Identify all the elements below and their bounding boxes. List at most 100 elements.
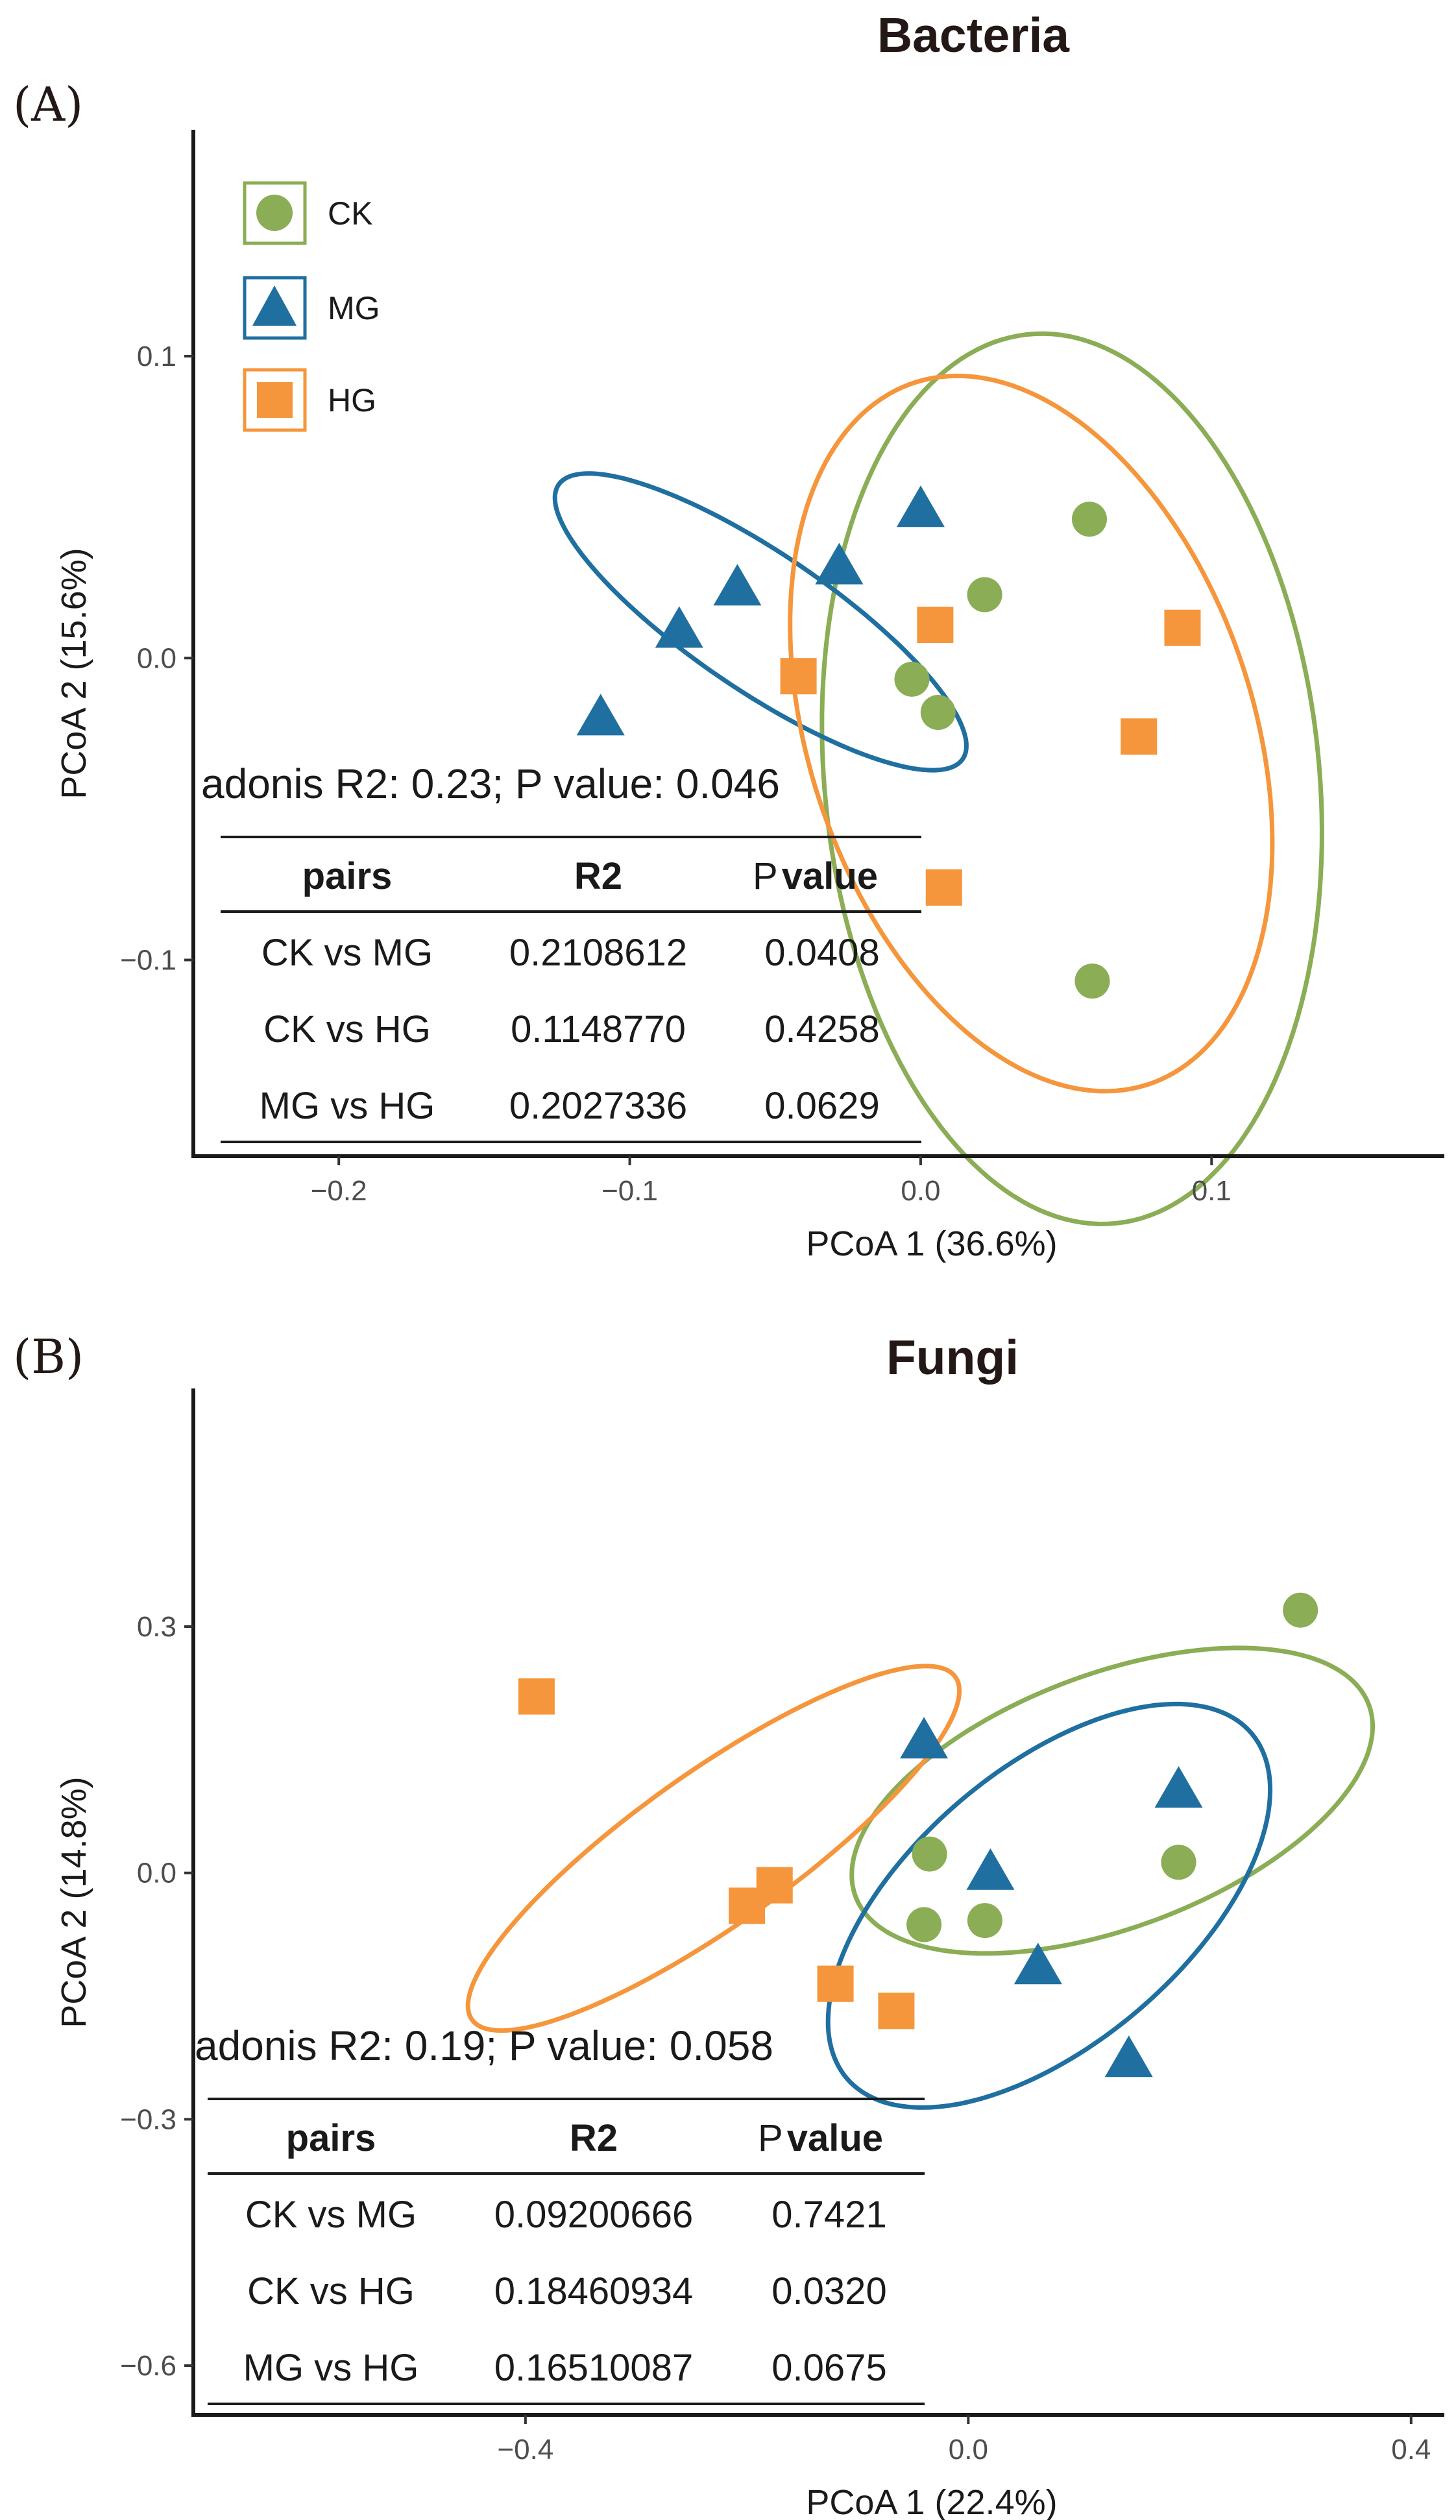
table-row: CK vs HG 0.18460934 0.0320 [247,2270,887,2312]
x-tick-label: −0.4 [497,2434,553,2465]
table-row: CK vs MG 0.2108612 0.0408 [261,932,880,974]
x-axis-title-bacteria: PCoA 1 (36.6%) [806,1224,1057,1263]
legend-key-mg [243,276,307,340]
table-cell-pvalue: 0.7421 [771,2194,886,2236]
legend-item-hg: HG [243,368,376,432]
y-axis-title-bacteria: PCoA 2 (15.6%) [55,548,93,799]
ellipses-fungi [465,1645,1375,2110]
confidence-ellipse-ck [849,1645,1375,1956]
x-tick-label: −0.1 [601,1175,658,1207]
x-tick-label: 0.0 [901,1175,940,1207]
table-cell-r2: 0.09200666 [494,2194,693,2236]
data-point-ck [920,695,956,731]
table-cell-pair: CK vs MG [245,2194,417,2236]
table-header-pairs: pairs [302,855,393,897]
points-bacteria [576,485,1201,999]
table-row: CK vs MG 0.09200666 0.7421 [245,2194,887,2236]
x-tick-label: 0.4 [1391,2434,1431,2465]
data-point-mg [966,1848,1015,1890]
points-fungi [518,1592,1318,2078]
table-header-r2: R2 [574,855,622,897]
data-point-mg [900,1717,949,1759]
ticks-fungi: −0.4 0.0 0.4 −0.6 −0.3 0.0 0.3 [120,1611,1431,2465]
data-point-mg [896,485,945,527]
data-point-mg [1013,1943,1062,1985]
legend-label-hg: HG [328,382,376,418]
data-point-hg [518,1678,555,1715]
table-row: CK vs HG 0.1148770 0.4258 [263,1008,880,1050]
x-axis-title-fungi: PCoA 1 (22.4%) [806,2483,1057,2520]
data-point-mg [1104,2035,1153,2078]
data-point-mg [655,606,703,648]
data-point-hg [878,1993,915,2029]
table-cell-pair: CK vs HG [247,2270,415,2312]
y-tick-label: 0.1 [137,341,176,372]
table-cell-r2: 0.1148770 [511,1008,686,1050]
y-tick-label: −0.3 [120,2103,176,2135]
table-cell-r2: 0.18460934 [494,2270,693,2312]
ticks-bacteria: −0.2 −0.1 0.0 0.1 −0.1 0.0 0.1 [120,341,1232,1207]
triangle-icon [252,285,297,326]
confidence-ellipse-hg [788,373,1275,1094]
data-point-mg [576,694,625,736]
data-point-ck [1283,1592,1318,1628]
table-cell-pair: MG vs HG [260,1085,435,1127]
data-point-ck [912,1836,947,1872]
data-point-hg [817,1965,854,2002]
circle-icon [256,195,293,231]
data-point-ck [1161,1845,1196,1880]
panel-bacteria: (A) Bacteria −0.2 −0.1 0.0 0.1 −0.1 0.0 0.1 PC… [13,8,1444,1263]
data-point-ck [906,1907,942,1943]
confidence-ellipse-mg [825,1701,1273,2110]
table-header-p: P [758,2117,783,2159]
data-point-hg [780,658,817,695]
x-tick-label: 0.0 [949,2434,988,2465]
table-header-r2: R2 [570,2117,618,2159]
data-point-mg [815,542,864,585]
data-point-hg [729,1887,766,1924]
x-tick-label: −0.2 [311,1175,367,1207]
ellipses-bacteria [552,331,1324,1227]
y-tick-label: −0.6 [120,2350,176,2382]
confidence-ellipse-mg [552,471,969,773]
chart-title-bacteria: Bacteria [877,8,1070,62]
table-cell-pair: CK vs HG [263,1008,431,1050]
x-tick-label: 0.1 [1192,1175,1232,1207]
y-tick-label: 0.0 [137,1858,176,1889]
table-cell-r2: 0.2108612 [509,932,687,974]
table-cell-pvalue: 0.0629 [764,1085,879,1127]
table-cell-r2: 0.16510087 [494,2347,693,2389]
confidence-ellipse-hg [465,1664,962,2033]
table-header-value: value [787,2117,883,2159]
confidence-ellipse-ck [819,331,1324,1227]
y-tick-label: −0.1 [120,945,176,976]
legend: CK MG HG [243,181,380,432]
legend-key-ck [243,181,307,245]
data-point-ck [1071,502,1107,537]
data-point-mg [1154,1766,1203,1808]
y-tick-label: 0.0 [137,642,176,674]
adonis-summary-bacteria: adonis R2: 0.23; P value: 0.046 [201,760,780,807]
table-row: MG vs HG 0.16510087 0.0675 [243,2347,887,2389]
data-point-hg [1121,718,1158,755]
data-point-ck [894,661,930,697]
legend-item-mg: MG [243,276,380,340]
table-row: MG vs HG 0.2027336 0.0629 [260,1085,880,1127]
table-cell-pair: CK vs MG [261,932,433,974]
table-cell-pvalue: 0.4258 [764,1008,879,1050]
data-point-hg [917,607,954,644]
table-cell-pvalue: 0.0408 [764,932,879,974]
panel-label-a: (A) [13,77,83,132]
table-cell-pvalue: 0.0320 [771,2270,886,2312]
data-point-hg [925,869,962,906]
table-header-pairs: pairs [286,2117,376,2159]
legend-item-ck: CK [243,181,372,245]
legend-label-ck: CK [328,195,372,232]
data-point-mg [713,564,762,606]
legend-label-mg: MG [328,290,380,326]
table-cell-pvalue: 0.0675 [771,2347,886,2389]
table-cell-pair: MG vs HG [243,2347,419,2389]
